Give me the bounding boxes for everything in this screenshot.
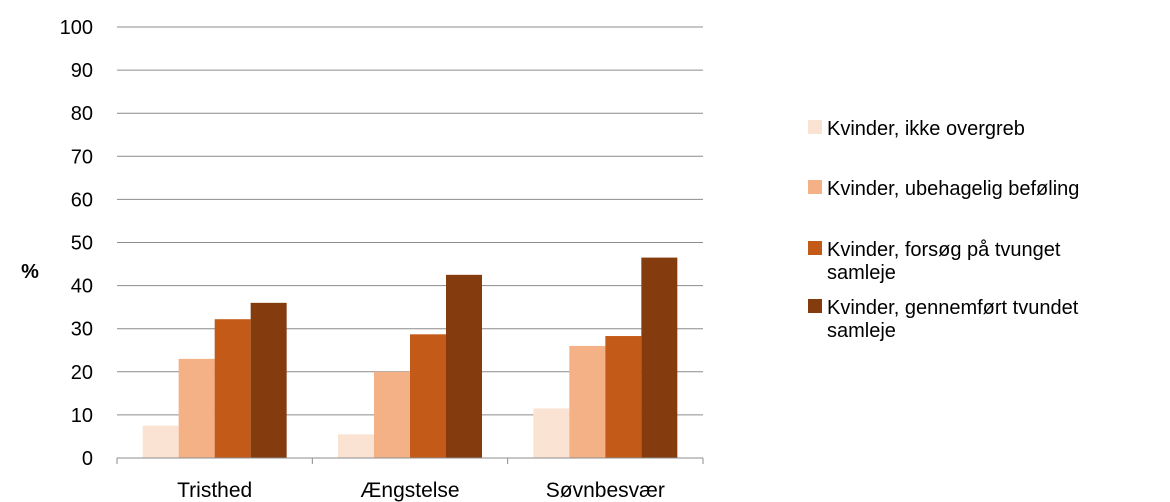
y-tick-label: 90 [71,60,93,82]
bar [142,425,179,458]
legend-label: samleje [827,262,896,284]
x-category-label: Tristhed [177,479,252,502]
bar [338,434,374,458]
bar [214,319,251,458]
legend-label: Kvinder, forsøg på tvunget [827,239,1061,261]
legend-label: Kvinder, ikke overgreb [827,118,1025,140]
bar [446,274,482,458]
bar [605,336,642,458]
bar [374,371,410,458]
x-axis: Tristhed Ængstelse Søvnbesvær [116,457,704,502]
y-tick-label: 70 [71,146,93,168]
bars [142,257,678,458]
bar [178,358,215,458]
bar [569,345,606,458]
legend: Kvinder, ikke overgreb Kvinder, ubehageli… [808,118,1079,342]
y-tick-label: 40 [71,276,93,298]
y-axis-ticks: 0 10 20 30 40 50 60 70 80 90 100 [60,17,93,470]
legend-swatch [808,241,822,255]
bar [533,408,570,458]
legend-swatch [808,120,822,134]
y-tick-label: 0 [82,448,93,470]
y-tick-label: 100 [60,17,93,39]
y-tick-label: 30 [71,319,93,341]
y-tick-label: 80 [71,103,93,125]
bar [641,257,678,458]
y-axis-label: % [21,261,39,283]
legend-label: samleje [827,320,896,342]
x-category-label: Søvnbesvær [546,479,665,502]
legend-swatch [808,299,822,313]
y-tick-label: 50 [71,233,93,255]
legend-label: Kvinder, gennemført tvundet [827,297,1079,319]
x-category-label: Ængstelse [360,479,459,502]
legend-label: Kvinder, ubehagelig beføling [827,178,1079,200]
y-tick-label: 10 [71,405,93,427]
legend-swatch [808,180,822,194]
y-tick-label: 20 [71,362,93,384]
bar [250,302,287,458]
bar [410,334,446,458]
y-tick-label: 60 [71,189,93,211]
